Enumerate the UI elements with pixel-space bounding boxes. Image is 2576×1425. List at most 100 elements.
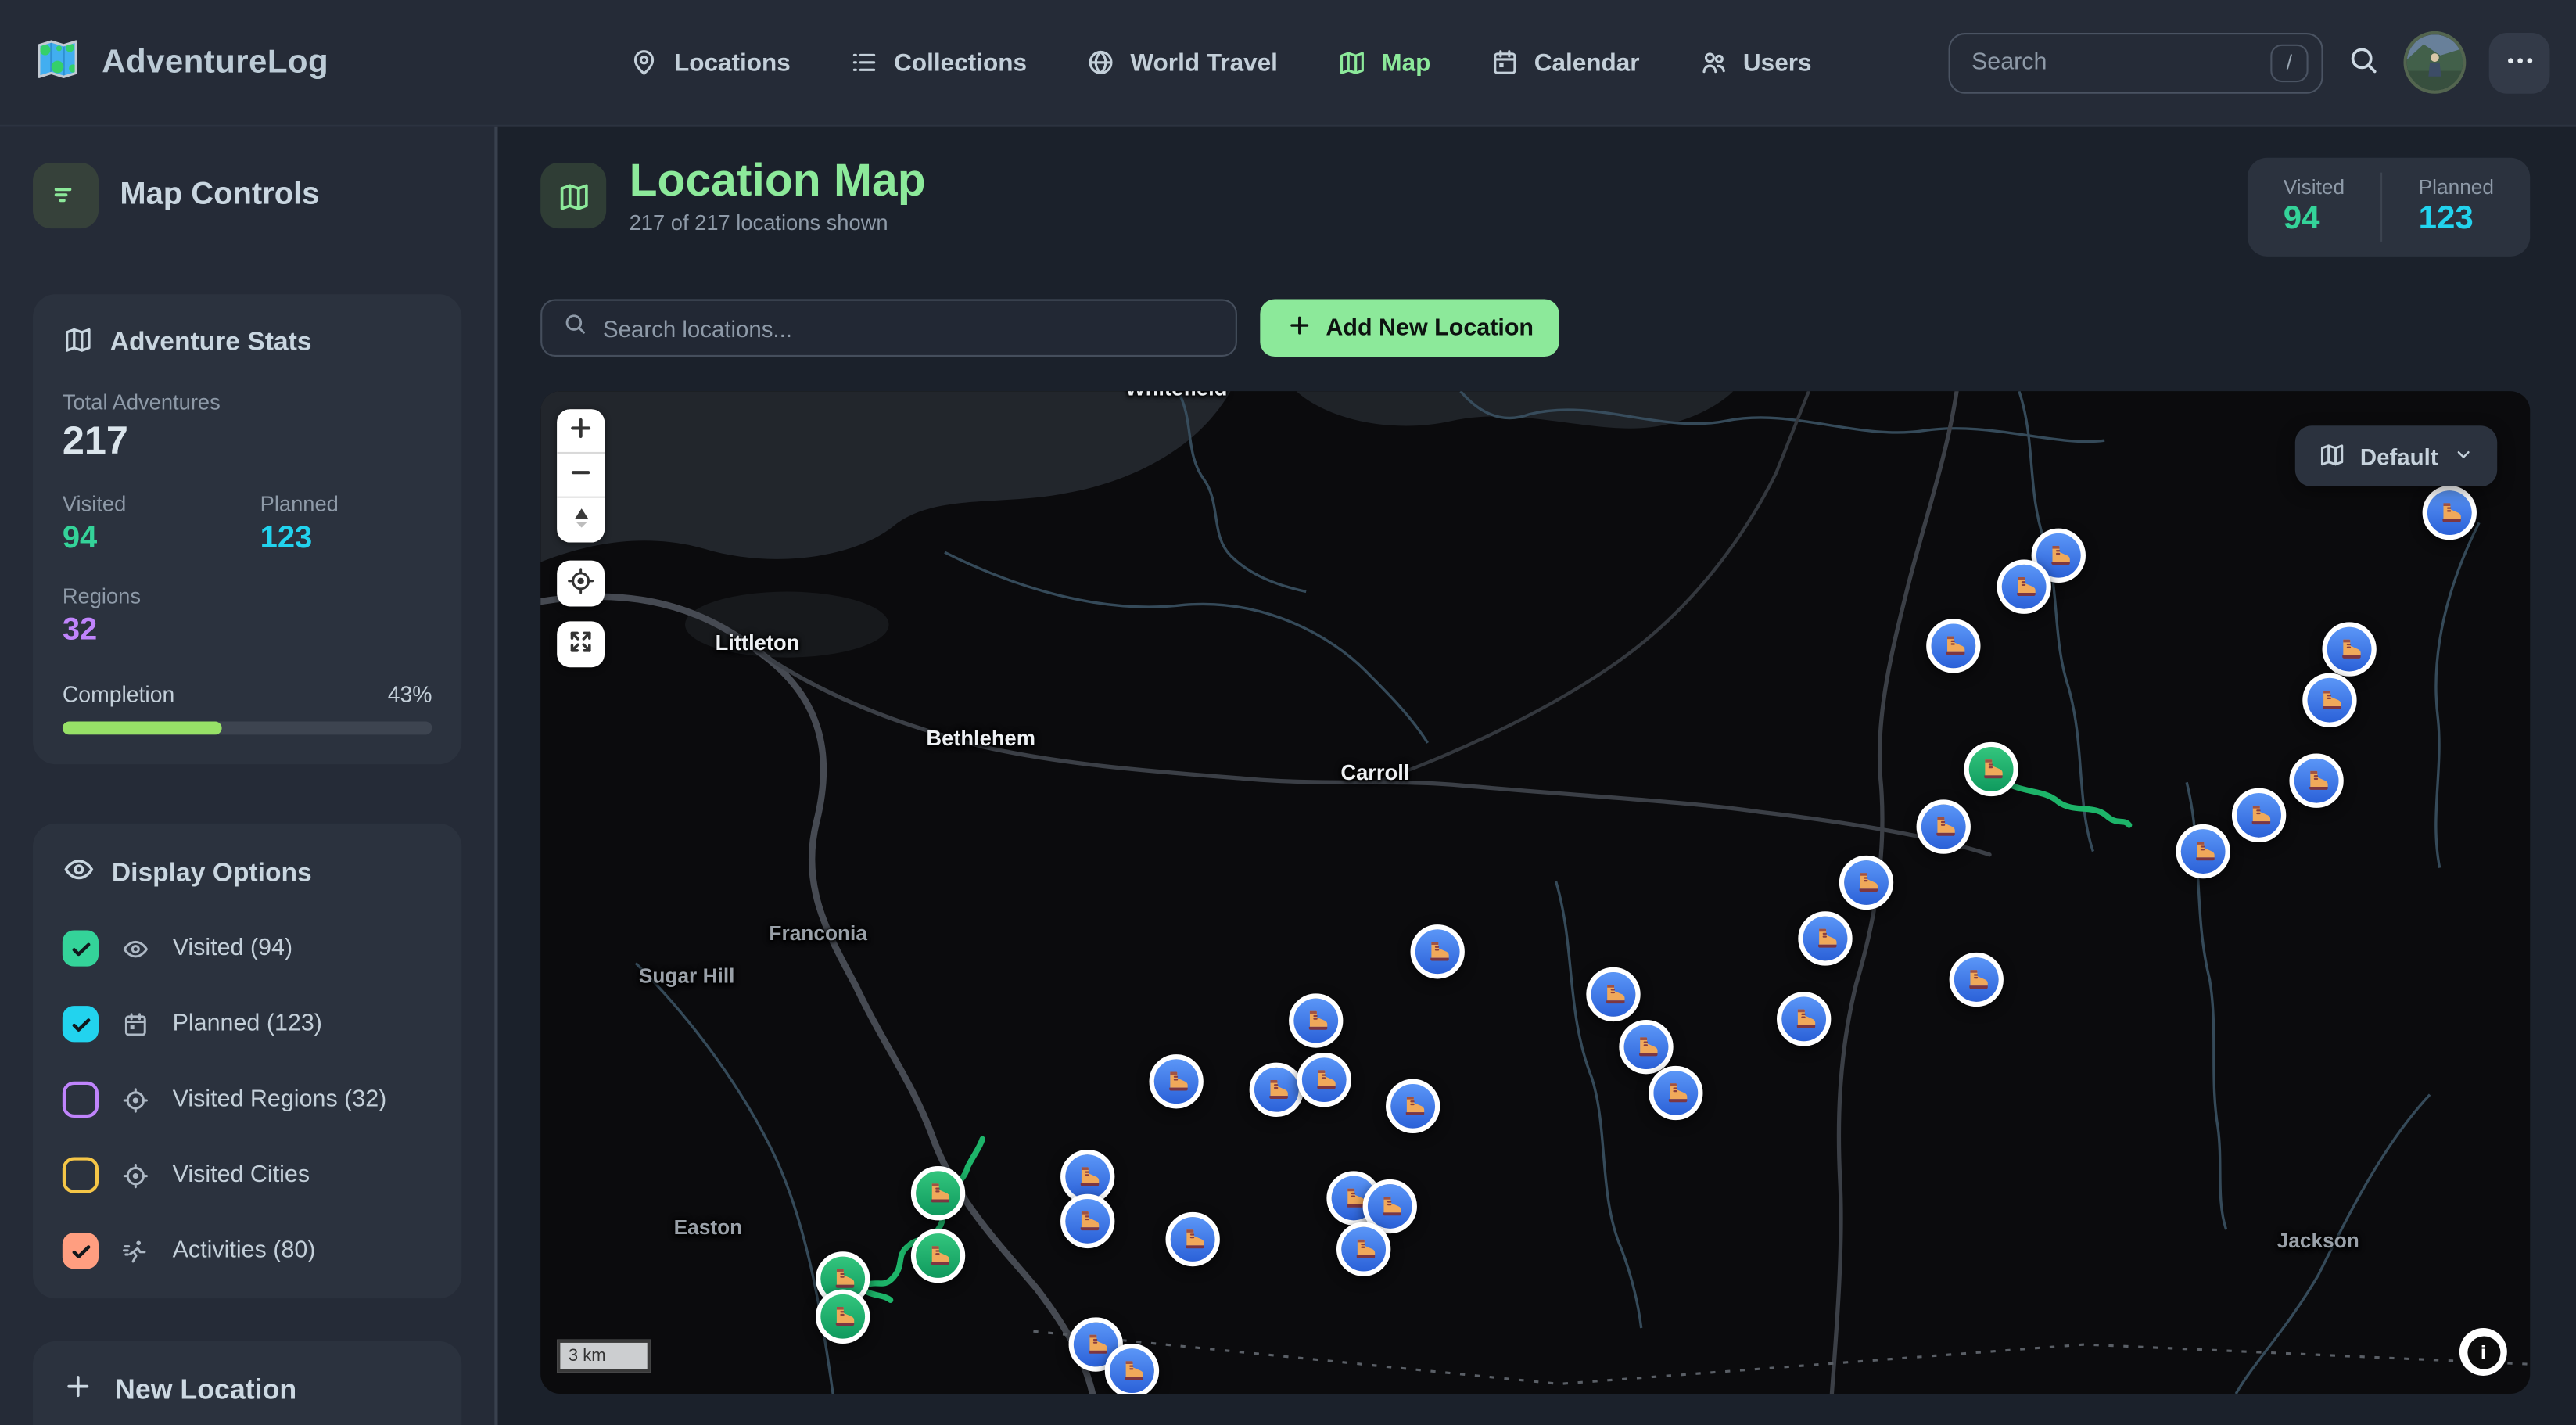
map-marker-planned[interactable] bbox=[1410, 924, 1465, 979]
global-search-input[interactable] bbox=[1971, 49, 2271, 76]
map-marker-visited[interactable] bbox=[1964, 741, 2018, 797]
hiking-boot-icon bbox=[1606, 985, 1625, 1004]
global-search[interactable]: / bbox=[1948, 31, 2323, 93]
map-marker-planned[interactable] bbox=[2322, 622, 2377, 677]
nav-item-world-travel[interactable]: World Travel bbox=[1086, 48, 1278, 77]
display-option-planned-[interactable]: Planned (123) bbox=[62, 1006, 432, 1043]
brand[interactable]: AdventureLog bbox=[33, 34, 493, 92]
map-marker-visited[interactable] bbox=[816, 1289, 870, 1344]
display-option-activities-[interactable]: Activities (80) bbox=[62, 1233, 432, 1269]
map-marker-planned[interactable] bbox=[1297, 1053, 1351, 1107]
fullscreen-button[interactable] bbox=[557, 621, 605, 668]
map-marker-planned[interactable] bbox=[1149, 1054, 1204, 1109]
checkbox-checked[interactable] bbox=[62, 1233, 99, 1269]
display-option-visited-regions-[interactable]: Visited Regions (32) bbox=[62, 1081, 432, 1118]
map-marker-planned[interactable] bbox=[1649, 1065, 1703, 1121]
nav-item-users[interactable]: Users bbox=[1699, 48, 1812, 77]
map-marker-planned[interactable] bbox=[1586, 967, 1641, 1022]
locate-button[interactable] bbox=[557, 560, 605, 607]
map-marker-planned[interactable] bbox=[1839, 855, 1894, 910]
locations-shown-subtitle: 217 of 217 locations shown bbox=[629, 210, 888, 236]
adventure-stats-title: Adventure Stats bbox=[109, 328, 312, 357]
minus-icon bbox=[567, 458, 595, 491]
map-marker-planned[interactable] bbox=[1104, 1343, 1160, 1394]
hiking-boot-icon bbox=[1859, 873, 1878, 892]
location-search-input[interactable] bbox=[602, 314, 1216, 342]
map-marker-planned[interactable] bbox=[1949, 952, 2004, 1007]
summary-visited-label: Visited bbox=[2283, 175, 2345, 199]
map-marker-planned[interactable] bbox=[2302, 673, 2357, 727]
checkbox-checked[interactable] bbox=[62, 930, 99, 967]
completion-progress-bar bbox=[62, 721, 432, 735]
app-shell: Map Controls Adventure Stats Total Adven… bbox=[0, 126, 2576, 1425]
zoom-in-button[interactable] bbox=[557, 409, 605, 454]
map-marker-planned[interactable] bbox=[1619, 1019, 1674, 1075]
fullscreen-icon bbox=[567, 628, 595, 661]
attribution-info-button[interactable]: i bbox=[2459, 1328, 2507, 1376]
display-option-label: Planned (123) bbox=[172, 1010, 322, 1038]
checkbox-unchecked[interactable] bbox=[62, 1081, 99, 1118]
nav-item-map[interactable]: Map bbox=[1337, 48, 1430, 77]
display-option-visited-[interactable]: Visited (94) bbox=[62, 930, 432, 967]
map-marker-planned[interactable] bbox=[2231, 788, 2287, 843]
calendar-icon bbox=[1490, 48, 1519, 77]
add-new-location-button[interactable]: Add New Location bbox=[1260, 299, 1560, 357]
new-location-card: New Location Click on the map to place a… bbox=[33, 1341, 462, 1425]
map-canvas[interactable]: Whitefield Littleton Bethlehem Carroll Franc… bbox=[540, 391, 2531, 1394]
completion-label: Completion bbox=[62, 682, 175, 707]
regions-label: Regions bbox=[62, 583, 142, 608]
map-marker-planned[interactable] bbox=[1386, 1079, 1440, 1133]
map-marker-visited[interactable] bbox=[910, 1228, 966, 1283]
hiking-boot-icon bbox=[2442, 503, 2461, 522]
location-search[interactable] bbox=[540, 299, 1237, 357]
checkbox-checked[interactable] bbox=[62, 1006, 99, 1043]
nav-item-collections[interactable]: Collections bbox=[849, 48, 1027, 77]
map-marker-planned[interactable] bbox=[1060, 1193, 1115, 1249]
display-option-visited-cities[interactable]: Visited Cities bbox=[62, 1157, 432, 1193]
map-marker-planned[interactable] bbox=[2422, 485, 2477, 540]
hiking-boot-icon bbox=[1169, 1071, 1188, 1091]
map-marker-planned[interactable] bbox=[2176, 824, 2230, 879]
overflow-menu-button[interactable] bbox=[2488, 31, 2550, 93]
calendar-icon bbox=[120, 1010, 151, 1038]
map-icon bbox=[2317, 440, 2345, 472]
total-adventures-value: 217 bbox=[62, 418, 128, 464]
checkbox-unchecked[interactable] bbox=[62, 1157, 99, 1193]
map-marker-planned[interactable] bbox=[1336, 1222, 1391, 1276]
summary-visited-value: 94 bbox=[2283, 200, 2320, 237]
page-title-group: Location Map 217 of 217 locations shown bbox=[540, 156, 926, 236]
search-icon-button[interactable] bbox=[2346, 43, 2380, 82]
nav-item-label: Collections bbox=[894, 48, 1028, 77]
map-marker-planned[interactable] bbox=[1926, 619, 1981, 673]
target-icon bbox=[120, 1086, 151, 1114]
map-marker-planned[interactable] bbox=[1165, 1211, 1220, 1267]
map-marker-planned[interactable] bbox=[1916, 799, 1971, 854]
hiking-boot-icon bbox=[931, 1183, 950, 1203]
map-marker-planned[interactable] bbox=[1289, 993, 1344, 1048]
map-marker-planned[interactable] bbox=[1249, 1062, 1304, 1117]
map-marker-planned[interactable] bbox=[1060, 1149, 1115, 1204]
pitch-toggle-button[interactable] bbox=[557, 497, 605, 543]
map-zoom-controls bbox=[557, 409, 605, 543]
map-marker-planned[interactable] bbox=[2031, 528, 2086, 583]
layer-selector[interactable]: Default bbox=[2294, 425, 2498, 487]
map-marker-planned[interactable] bbox=[1798, 911, 1853, 966]
nav-item-calendar[interactable]: Calendar bbox=[1490, 48, 1640, 77]
zoom-out-button[interactable] bbox=[557, 454, 605, 498]
map-marker-planned[interactable] bbox=[1777, 992, 1832, 1046]
map-scale: 3 km bbox=[557, 1339, 651, 1373]
map-marker-planned[interactable] bbox=[2289, 753, 2344, 808]
total-adventures-label: Total Adventures bbox=[62, 389, 221, 415]
hiking-boot-icon bbox=[1383, 1197, 1401, 1216]
hiking-boot-icon bbox=[1186, 1229, 1204, 1249]
hiking-boot-icon bbox=[2309, 770, 2328, 790]
nav-item-locations[interactable]: Locations bbox=[630, 48, 791, 77]
brand-name: AdventureLog bbox=[102, 43, 329, 80]
map-marker-visited[interactable] bbox=[910, 1166, 966, 1221]
user-avatar[interactable] bbox=[2403, 31, 2467, 94]
map-marker-planned[interactable] bbox=[1997, 559, 2051, 614]
activity-trails bbox=[830, 773, 2133, 1325]
hiking-boot-icon bbox=[2051, 546, 2070, 565]
adventure-stats-card: Adventure Stats Total Adventures 217 Vis… bbox=[33, 294, 462, 765]
target-icon bbox=[120, 1161, 151, 1190]
